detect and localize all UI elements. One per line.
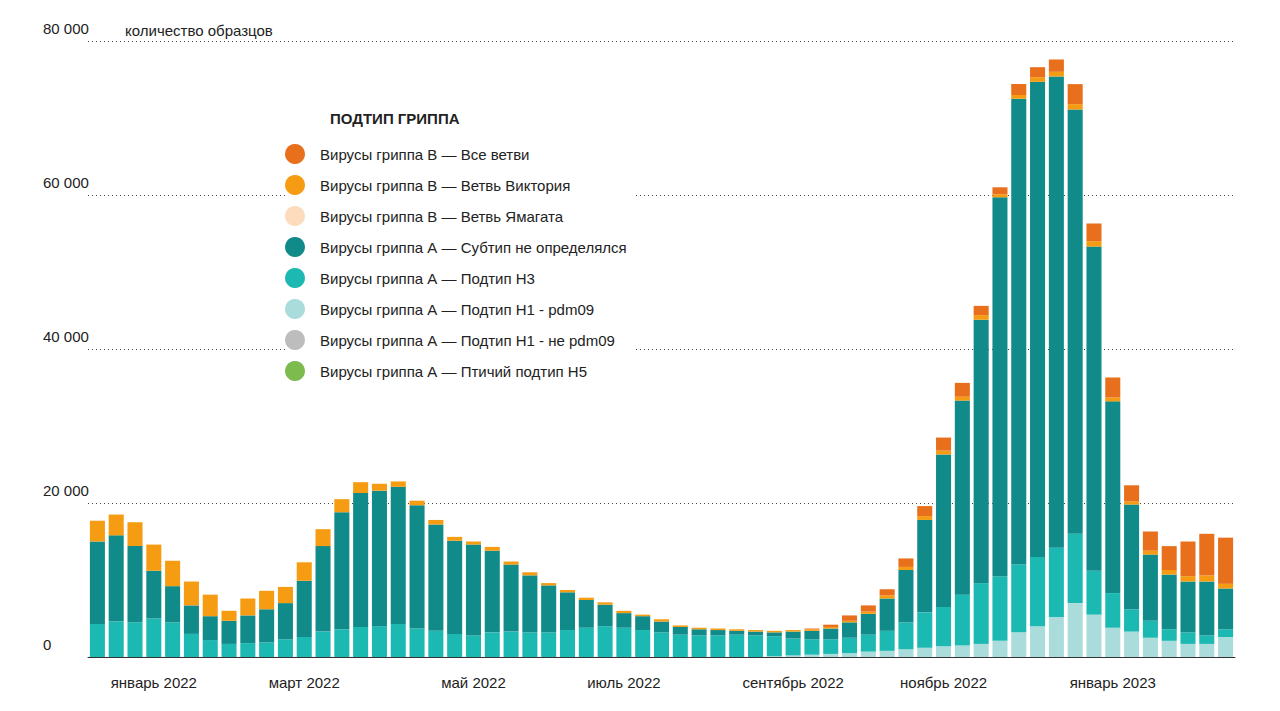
svg-text:20 000: 20 000 [43,482,89,499]
svg-text:ПОДТИП ГРИППА: ПОДТИП ГРИППА [330,110,460,127]
svg-text:Вирусы гриппа В — Все ветви: Вирусы гриппа В — Все ветви [320,146,530,163]
svg-text:0: 0 [43,636,51,653]
svg-text:Вирусы гриппа В — Ветвь Виктор: Вирусы гриппа В — Ветвь Виктория [320,177,570,194]
svg-text:Вирусы гриппа А — Подтип Н1 -: Вирусы гриппа А — Подтип Н1 - не pdm09 [320,332,615,349]
svg-text:Вирусы гриппа В — Ветвь Ямагат: Вирусы гриппа В — Ветвь Ямагата [320,208,564,225]
svg-text:Вирусы гриппа А — Птичий подти: Вирусы гриппа А — Птичий подтип Н5 [320,363,587,380]
svg-text:январь 2023: январь 2023 [1070,674,1156,691]
svg-text:Вирусы гриппа А — Подтип Н3: Вирусы гриппа А — Подтип Н3 [320,270,535,287]
svg-text:май 2022: май 2022 [441,674,506,691]
svg-text:40 000: 40 000 [43,328,89,345]
svg-text:сентябрь 2022: сентябрь 2022 [742,674,843,691]
svg-text:количество образцов: количество образцов [125,22,273,39]
svg-text:80 000: 80 000 [43,20,89,37]
svg-text:Вирусы гриппа А — Подтип Н1 -: Вирусы гриппа А — Подтип Н1 - pdm09 [320,301,594,318]
svg-text:Вирусы гриппа А — Субтип не оп: Вирусы гриппа А — Субтип не определялся [320,239,627,256]
svg-text:ноябрь 2022: ноябрь 2022 [900,674,987,691]
svg-text:январь 2022: январь 2022 [111,674,197,691]
svg-text:июль 2022: июль 2022 [587,674,660,691]
svg-text:60 000: 60 000 [43,174,89,191]
svg-text:март 2022: март 2022 [269,674,340,691]
